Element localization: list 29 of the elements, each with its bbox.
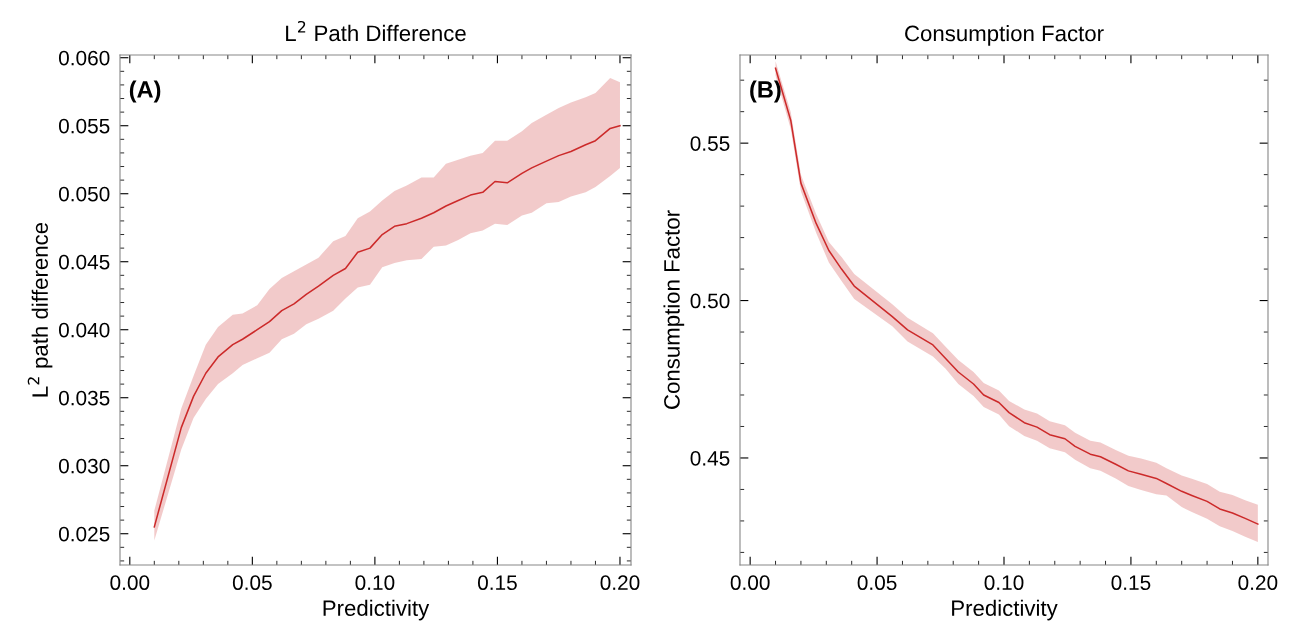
x-tick-label: 0.15 <box>1111 575 1151 591</box>
y-tick-label: 0.55 <box>690 136 730 151</box>
y-tick-label: 0.060 <box>58 50 110 66</box>
chart-title: L$^{2}$ Path Difference <box>286 20 466 42</box>
x-tick-label: 0.10 <box>984 575 1024 591</box>
annotation: (B) <box>750 80 781 103</box>
y-tick-label: 0.025 <box>58 526 110 542</box>
y-tick-label: 0.50 <box>690 293 730 309</box>
y-tick-label: 0.040 <box>58 322 110 338</box>
y-tick-label: 0.050 <box>58 186 110 202</box>
x-tick-label: 0.05 <box>232 575 272 591</box>
x-tick-label: 0.20 <box>1238 575 1278 591</box>
y-tick-label: 0.035 <box>58 390 110 406</box>
x-tick-label: 0.15 <box>477 575 517 591</box>
x-tick-label: 0.20 <box>600 575 640 591</box>
x-tick-label: 0.10 <box>355 575 395 591</box>
x-axis-title: Predictivity <box>323 599 430 621</box>
annotation: (A) <box>129 80 161 103</box>
x-tick-label: 0.05 <box>857 575 897 591</box>
y-tick-label: 0.045 <box>58 254 110 270</box>
x-axis-title: Predictivity <box>952 599 1058 621</box>
y-tick-label: 0.45 <box>690 450 730 466</box>
y-axis-title: L$^{2}$ path difference <box>27 222 53 397</box>
y-axis-title: Consumption Factor <box>663 210 685 409</box>
x-tick-label: 0.00 <box>730 575 770 591</box>
x-tick-label: 0.00 <box>110 575 150 591</box>
chart-title: Consumption Factor <box>905 25 1104 46</box>
y-tick-label: 0.030 <box>58 458 110 474</box>
y-tick-label: 0.055 <box>58 118 110 134</box>
